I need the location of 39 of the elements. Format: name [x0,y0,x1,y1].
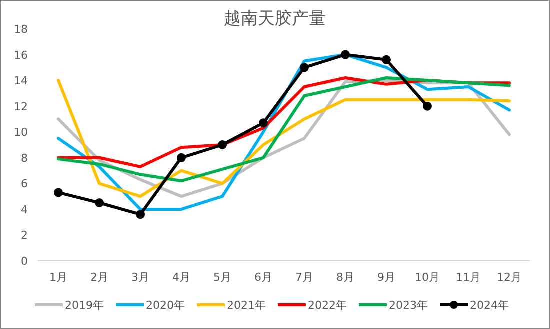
point [177,153,186,162]
point [423,102,432,111]
chart-title: 越南天胶产量 [224,9,326,29]
legend-label: 2019年 [65,299,104,312]
point [341,50,350,60]
point [300,63,309,72]
y-tick-label: 6 [21,178,28,191]
point [95,198,104,208]
y-tick-label: 2 [21,229,28,242]
x-tick-label: 11月 [456,271,481,284]
x-tick-label: 10月 [415,271,440,284]
y-tick-label: 16 [14,48,28,62]
x-tick-label: 4月 [172,271,190,284]
y-tick-label: 0 [21,255,28,268]
y-tick-label: 10 [14,126,28,140]
y-tick-label: 12 [14,100,28,114]
legend-label: 2024年 [470,299,509,312]
y-tick-label: 14 [14,74,28,88]
point [136,210,145,220]
point [382,55,391,64]
y-tick-label: 4 [21,203,28,216]
x-tick-label: 1月 [50,271,68,284]
point [259,118,268,128]
x-tick-label: 2月 [90,271,108,284]
y-tick-label: 18 [14,23,28,36]
x-tick-label: 3月 [132,271,150,284]
legend-label: 2020年 [146,299,185,312]
point [218,140,227,150]
legend-label: 2023年 [389,299,428,312]
x-tick-label: 8月 [336,271,354,284]
x-tick-label: 7月 [296,271,314,284]
legend-label: 2022年 [308,299,347,312]
x-tick-label: 9月 [378,271,396,284]
x-tick-label: 12月 [497,271,522,284]
legend-label: 2021年 [227,299,266,312]
x-tick-label: 6月 [254,271,272,284]
x-tick-label: 5月 [214,271,232,284]
y-tick-label: 8 [21,152,28,165]
point [54,188,63,198]
